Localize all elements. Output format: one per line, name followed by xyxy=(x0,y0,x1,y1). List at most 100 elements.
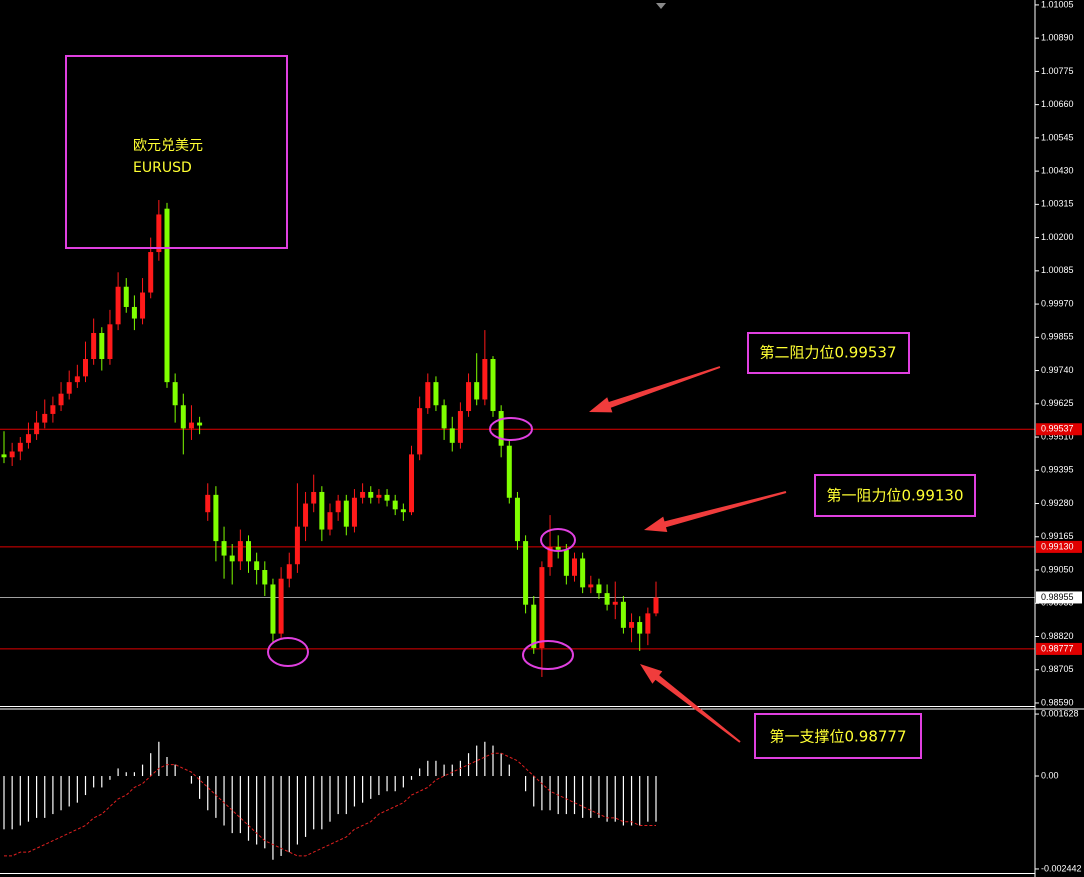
candle-body xyxy=(360,491,366,498)
y-tick-label: 0.98590 xyxy=(1041,697,1074,707)
price-tag xyxy=(1036,642,1082,655)
candle-body xyxy=(107,324,113,360)
candle-body xyxy=(400,509,406,513)
candle-body xyxy=(604,593,610,605)
y-tick-label: 0.001628 xyxy=(1041,708,1079,718)
candle-body xyxy=(409,454,414,513)
candle-body xyxy=(498,411,504,446)
candle-body xyxy=(156,214,162,253)
y-tick-label: 0.99050 xyxy=(1041,564,1074,574)
candle-body xyxy=(457,411,463,443)
y-tick-label: 1.00315 xyxy=(1041,199,1074,209)
candle-body xyxy=(188,422,194,429)
candle-body xyxy=(449,428,455,443)
candle-body xyxy=(335,500,341,513)
candle-body xyxy=(58,393,64,406)
candle-body xyxy=(205,494,211,513)
candle-body xyxy=(629,622,635,628)
candle-body xyxy=(588,584,594,588)
y-tick-label: 0.99625 xyxy=(1041,398,1074,408)
candle-body xyxy=(572,558,577,576)
candle-body xyxy=(9,451,15,458)
candle-body xyxy=(653,597,659,614)
price-tag xyxy=(1036,423,1082,436)
candle-body xyxy=(368,491,374,498)
y-tick-label: 0.99740 xyxy=(1041,365,1074,375)
annotation: 第一阻力位0.99130 xyxy=(826,487,963,505)
candle-body xyxy=(490,359,496,412)
price-tag-label: 0.98777 xyxy=(1041,643,1074,653)
price-plot xyxy=(0,200,1035,677)
candle-body xyxy=(506,445,512,498)
highlight-ellipse xyxy=(489,417,533,441)
arrows xyxy=(589,366,787,743)
annotation-box xyxy=(814,474,976,517)
candle-body xyxy=(637,622,643,634)
candle-body xyxy=(376,494,382,498)
candle-body xyxy=(197,422,203,426)
price-tag-label: 0.98955 xyxy=(1041,592,1074,602)
y-tick-label: 1.00775 xyxy=(1041,66,1074,76)
arrow xyxy=(644,491,787,532)
candle-body xyxy=(596,584,602,594)
candle-body xyxy=(91,332,97,360)
candle-body xyxy=(612,601,618,605)
candle-body xyxy=(83,359,88,377)
candle-body xyxy=(237,541,243,562)
candle-body xyxy=(531,604,537,649)
candle-body xyxy=(1,454,7,458)
highlight-ellipse xyxy=(522,640,574,670)
candle-body xyxy=(42,413,48,423)
highlight-ellipse xyxy=(540,528,576,552)
candle-body xyxy=(254,561,260,571)
y-tick-label: 1.00430 xyxy=(1041,165,1074,175)
candle-body xyxy=(425,382,431,409)
candle-body xyxy=(482,359,488,400)
candle-body xyxy=(25,434,31,443)
annotation-box xyxy=(747,332,910,374)
candle-body xyxy=(417,408,423,455)
candle-body xyxy=(74,376,80,383)
annotation-box xyxy=(754,713,922,759)
y-tick-label: 0.99280 xyxy=(1041,498,1074,508)
candle-body xyxy=(17,442,23,452)
candle-body xyxy=(50,405,56,414)
candle-body xyxy=(303,503,309,527)
candle-body xyxy=(555,546,561,550)
candle-body xyxy=(262,570,268,585)
y-tick-label: -0.002442 xyxy=(1041,863,1082,873)
candle-body xyxy=(246,541,251,562)
candle-body xyxy=(392,500,398,510)
y-tick-label: 0.99970 xyxy=(1041,298,1074,308)
candle-body xyxy=(441,405,447,429)
y-tick-label: 0.98820 xyxy=(1041,631,1074,641)
candle-body xyxy=(523,541,529,605)
annotation: 第一支撑位0.98777 xyxy=(769,728,906,746)
highlight-ellipse xyxy=(267,637,309,667)
arrow xyxy=(640,664,741,743)
shift-marker xyxy=(656,3,666,9)
candle-body xyxy=(351,497,357,527)
candle-body xyxy=(131,306,137,319)
candle-body xyxy=(66,382,72,394)
candle-body xyxy=(539,567,545,649)
candle-body xyxy=(327,512,333,530)
arrow xyxy=(589,366,721,413)
candle-body xyxy=(580,558,586,588)
price-tag xyxy=(1036,540,1082,553)
y-tick-label: 1.00545 xyxy=(1041,132,1074,142)
symbol: EURUSD xyxy=(133,160,192,176)
y-tick-label: 0.00 xyxy=(1041,770,1059,780)
candle-body xyxy=(34,422,40,435)
y-tick-label: 0.98705 xyxy=(1041,664,1074,674)
candle-body xyxy=(180,405,186,429)
y-tick-label: 0.99165 xyxy=(1041,531,1074,541)
candle-body xyxy=(148,252,154,293)
y-tick-label: 1.00890 xyxy=(1041,33,1074,43)
candle-body xyxy=(514,497,520,542)
candle-body xyxy=(164,208,170,383)
price-axis: 1.01005 1.00890 1.00775 1.00660 1.00545 1.004… xyxy=(1035,0,1082,873)
price-tag-label: 0.99537 xyxy=(1041,424,1074,434)
candle-body xyxy=(620,601,626,628)
